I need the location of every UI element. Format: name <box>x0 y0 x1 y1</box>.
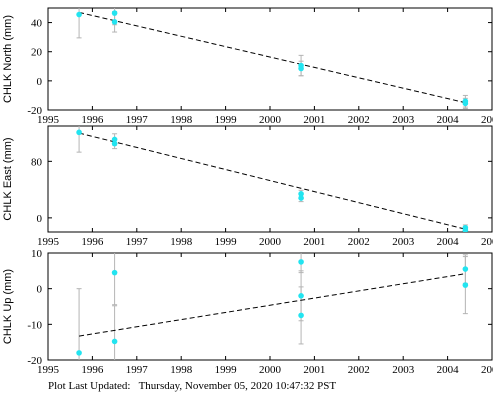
y-tick-label: 20 <box>31 47 43 59</box>
x-tick-label: 1999 <box>215 114 238 126</box>
data-layer-up <box>76 253 469 360</box>
y-tick-label: 10 <box>31 248 43 260</box>
data-layer-east <box>76 126 469 232</box>
x-tick-label: 2001 <box>303 114 325 126</box>
footer-label: Plot Last Updated: <box>48 380 131 392</box>
y-tick-label: 80 <box>31 156 43 168</box>
data-point <box>111 19 118 25</box>
x-tick-label: 1997 <box>126 364 149 376</box>
x-tick-label: 1995 <box>37 114 60 126</box>
x-tick-label: 2002 <box>348 236 370 248</box>
data-point <box>462 266 469 272</box>
x-tick-label: 1996 <box>81 114 104 126</box>
data-point <box>111 140 118 147</box>
x-tick-label: 1998 <box>170 236 193 248</box>
y-tick-label: 0 <box>37 76 43 88</box>
x-tick-label: 1999 <box>215 236 238 248</box>
data-point <box>298 195 304 201</box>
x-tick-label: 2005 <box>481 364 493 376</box>
y-tick-label: -20 <box>27 105 42 117</box>
data-point <box>462 100 469 107</box>
x-tick-label: 2003 <box>392 236 415 248</box>
data-point <box>76 350 82 356</box>
data-point <box>462 227 469 232</box>
x-tick-label: 2003 <box>392 364 415 376</box>
y-tick-label: 0 <box>37 284 43 296</box>
data-point <box>111 10 118 16</box>
x-tick-label: 1997 <box>126 236 149 248</box>
data-point <box>111 338 118 345</box>
x-tick-label: 2002 <box>348 114 370 126</box>
y-axis-label-up: CHLK Up (mm) <box>2 269 14 344</box>
x-tick-label: 2004 <box>437 236 460 248</box>
data-point <box>298 65 304 72</box>
x-tick-label: 1999 <box>215 364 238 376</box>
data-point <box>462 282 469 288</box>
footer-timestamp: Thursday, November 05, 2020 10:47:32 PST <box>138 380 337 392</box>
x-tick-label: 2000 <box>259 114 282 126</box>
x-tick-label: 2005 <box>481 114 493 126</box>
data-layer-north <box>76 8 469 110</box>
data-point <box>298 312 304 319</box>
x-tick-label: 2000 <box>259 364 282 376</box>
trend-line-north <box>78 11 466 104</box>
plot-updated-footer: Plot Last Updated: Thursday, November 05… <box>48 380 336 392</box>
data-point <box>76 11 82 18</box>
x-tick-label: 2003 <box>392 114 415 126</box>
x-tick-label: 2002 <box>348 364 370 376</box>
trend-line-up <box>79 273 466 337</box>
panel-east: 1995 1996 1997 1998 1999 2000 2001 2002 2003 2004… <box>2 125 493 248</box>
x-tick-label: 2001 <box>303 364 325 376</box>
x-tick-label: 2000 <box>259 236 282 248</box>
y-tick-label: 0 <box>37 213 43 225</box>
x-tick-label: 1995 <box>37 236 60 248</box>
data-point <box>298 293 304 299</box>
data-point <box>298 191 304 197</box>
x-tick-label: 2001 <box>303 236 325 248</box>
x-tick-label: 1998 <box>170 114 193 126</box>
x-tick-label: 1996 <box>81 236 104 248</box>
x-tick-label: 1996 <box>81 364 104 376</box>
data-point <box>111 136 118 143</box>
x-tick-label: 1998 <box>170 364 193 376</box>
panel-north: 1995 1996 1997 1998 1999 2000 2001 2002 2003 2004… <box>2 7 493 126</box>
trend-line-east <box>78 132 466 230</box>
x-tick-label: 2004 <box>437 114 460 126</box>
data-point <box>111 269 118 276</box>
y-tick-label: -20 <box>27 355 42 367</box>
data-point <box>76 129 82 136</box>
x-tick-label: 2004 <box>437 364 460 376</box>
y-tick-label: -10 <box>27 319 42 331</box>
x-tick-label: 2005 <box>481 236 493 248</box>
y-axis-label-north: CHLK North (mm) <box>2 15 14 103</box>
y-axis-label-east: CHLK East (mm) <box>2 137 14 220</box>
y-tick-label: 40 <box>31 18 43 30</box>
x-tick-label: 1995 <box>37 364 60 376</box>
data-point <box>298 259 304 265</box>
x-tick-label: 1997 <box>126 114 149 126</box>
panel-up: 1995 1996 1997 1998 1999 2000 2001 2002 2003 2004… <box>2 248 493 376</box>
